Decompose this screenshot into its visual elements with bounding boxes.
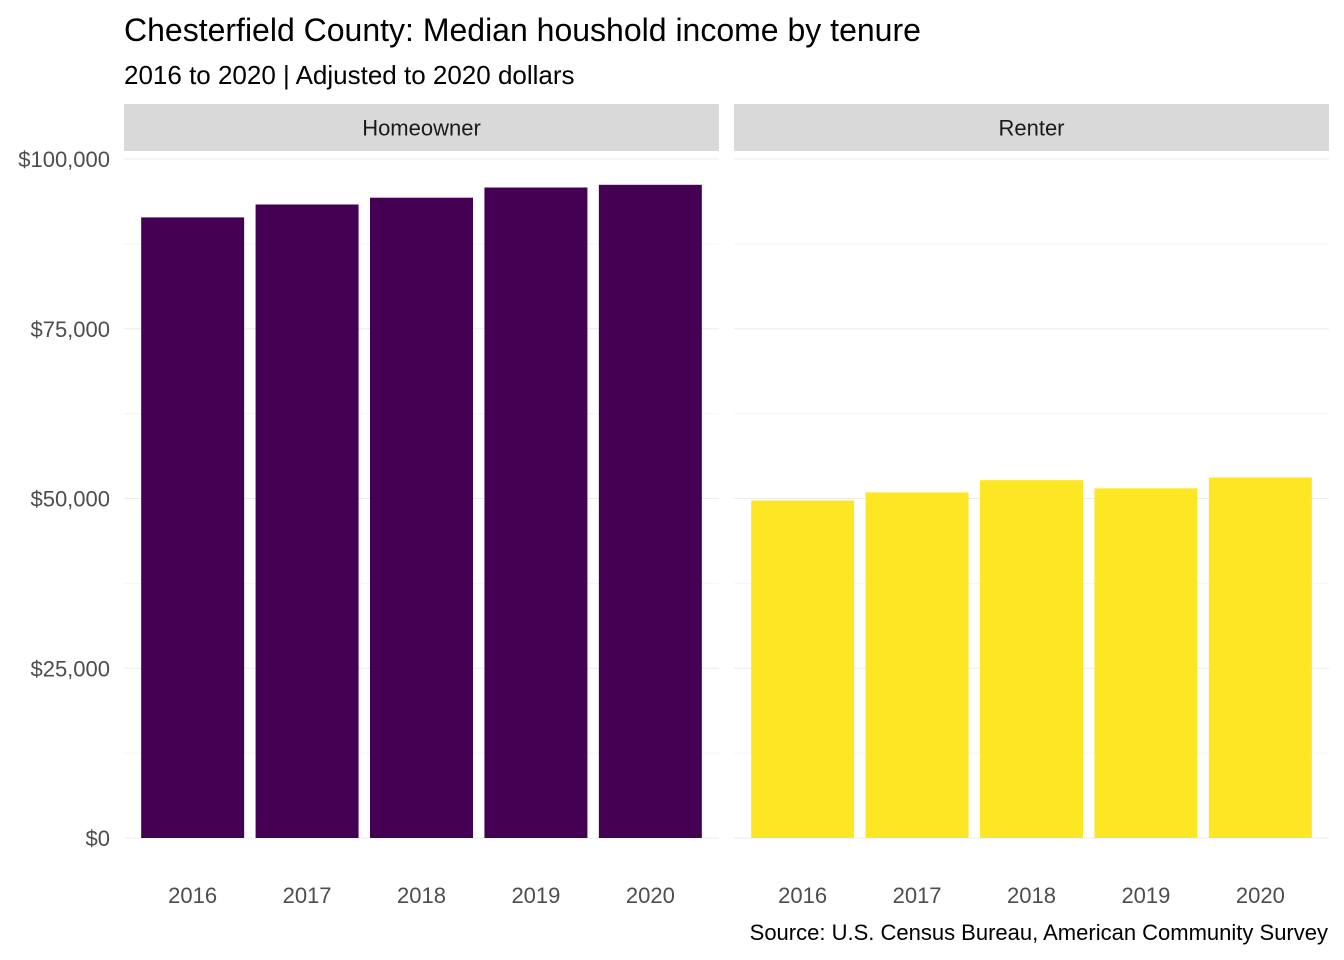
facet-strip-label: Homeowner bbox=[362, 116, 481, 141]
y-tick-label: $75,000 bbox=[30, 317, 110, 342]
x-tick-label: 2020 bbox=[626, 883, 675, 908]
x-tick-label: 2016 bbox=[168, 883, 217, 908]
bar-renter-2016 bbox=[751, 500, 855, 838]
chart-subtitle: 2016 to 2020 | Adjusted to 2020 dollars bbox=[124, 60, 575, 90]
bar-renter-2020 bbox=[1208, 477, 1312, 838]
bar-renter-2019 bbox=[1094, 488, 1198, 838]
x-tick-label: 2020 bbox=[1236, 883, 1285, 908]
y-tick-label: $100,000 bbox=[18, 147, 110, 172]
bar-homeowner-2018 bbox=[370, 197, 473, 838]
bar-homeowner-2019 bbox=[484, 187, 588, 838]
x-tick-label: 2016 bbox=[778, 883, 827, 908]
y-tick-label: $50,000 bbox=[30, 487, 110, 512]
x-tick-label: 2018 bbox=[1007, 883, 1056, 908]
bar-homeowner-2020 bbox=[598, 184, 702, 838]
x-tick-label: 2017 bbox=[893, 883, 942, 908]
x-tick-label: 2019 bbox=[511, 883, 560, 908]
source-caption: Source: U.S. Census Bureau, American Com… bbox=[749, 920, 1328, 945]
chart-title: Chesterfield County: Median houshold inc… bbox=[124, 12, 921, 48]
facet-strip bbox=[734, 104, 1329, 151]
bar-renter-2017 bbox=[865, 492, 969, 838]
bar-homeowner-2016 bbox=[141, 217, 245, 839]
facet-strip bbox=[124, 104, 719, 151]
facet-strip-label: Renter bbox=[998, 116, 1064, 141]
x-tick-label: 2019 bbox=[1121, 883, 1170, 908]
y-tick-label: $0 bbox=[86, 826, 110, 851]
y-tick-label: $25,000 bbox=[30, 656, 110, 681]
bar-renter-2018 bbox=[980, 480, 1083, 838]
bar-homeowner-2017 bbox=[255, 204, 359, 839]
x-tick-label: 2018 bbox=[397, 883, 446, 908]
x-tick-label: 2017 bbox=[283, 883, 332, 908]
